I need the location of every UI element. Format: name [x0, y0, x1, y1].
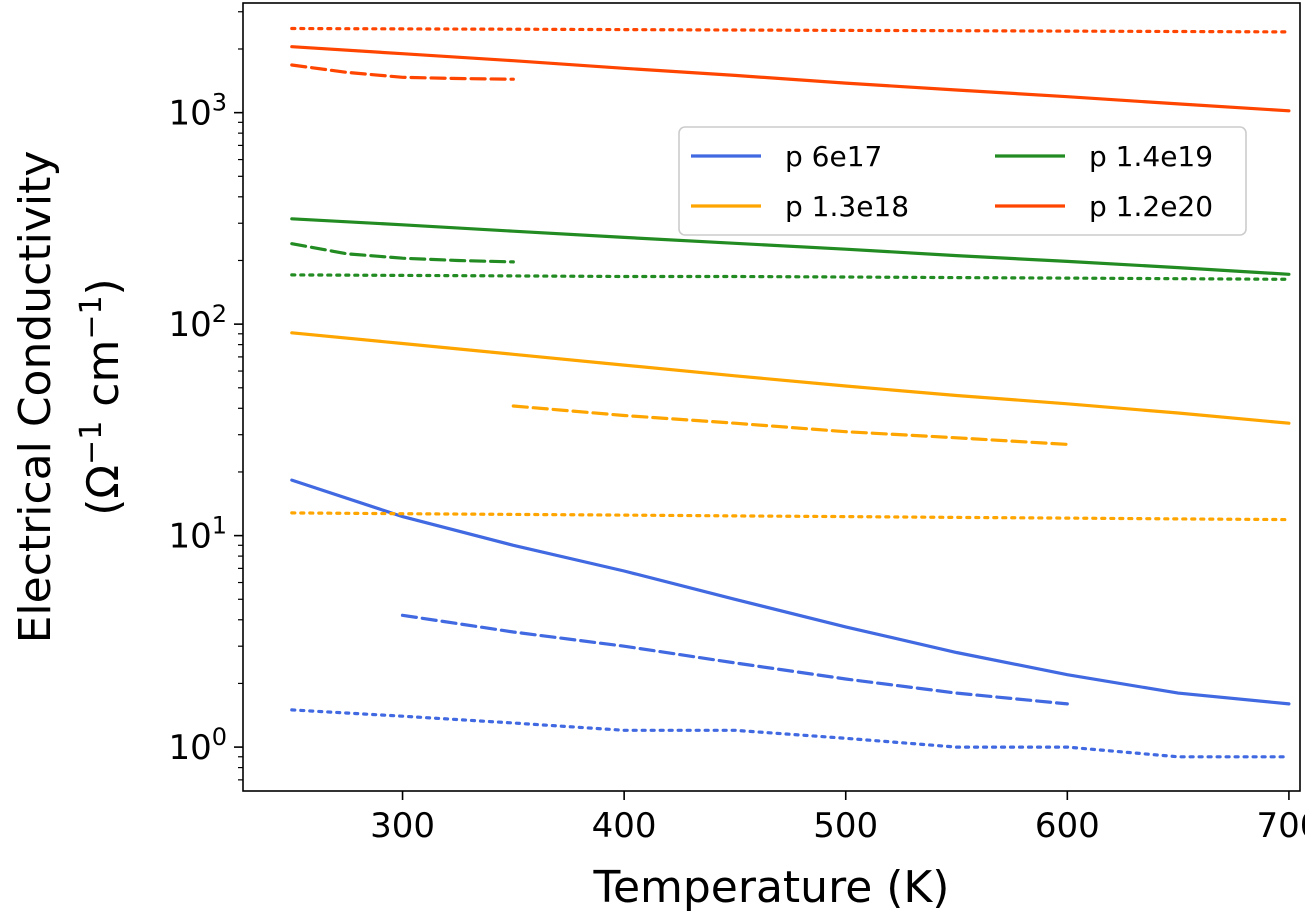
series-layer [290, 26, 1291, 759]
x-tick-label: 300 [370, 806, 435, 846]
y-axis-ticks: 100 101 102 103 [168, 11, 243, 781]
y-tick-label: 103 [168, 89, 227, 134]
series-line-4-dashed [511, 404, 1069, 446]
y-axis-unit-sup1: −1 [74, 421, 109, 465]
x-tick-label: 500 [813, 806, 878, 846]
series-line-3-solid [290, 331, 1291, 425]
legend: p 6e17 p 1.3e18 p 1.4e19 p 1.2e20 [678, 126, 1247, 236]
y-tick-label: 100 [168, 723, 227, 768]
y-tick-label: 102 [168, 300, 227, 345]
series-line-2-dotted [290, 708, 1291, 759]
y-axis-unit-cm: cm [78, 340, 129, 421]
x-axis-title: Temperature (K) [593, 862, 950, 913]
series-line-6-solid [290, 217, 1291, 276]
x-tick-label: 400 [592, 806, 657, 846]
series-line-9-solid [290, 45, 1291, 113]
x-tick-label: 700 [1256, 806, 1305, 846]
legend-label: p 1.3e18 [785, 190, 909, 223]
y-axis-title: Electrical Conductivity (Ω−1 cm−1) [10, 151, 129, 644]
series-line-5-dotted [290, 511, 1291, 522]
y-axis-unit-close: ) [78, 278, 129, 295]
y-tick-label: 101 [168, 512, 227, 557]
plot-frame [242, 2, 1301, 792]
series-line-7-dashed [290, 242, 515, 264]
x-axis-ticks: 300 400 500 600 700 [370, 791, 1305, 846]
series-line-10-dashed [290, 63, 515, 81]
series-line-1-dashed [400, 613, 1069, 706]
x-tick-label: 600 [1035, 806, 1100, 846]
series-line-8-dotted [290, 273, 1291, 281]
legend-label: p 1.2e20 [1089, 190, 1213, 223]
y-axis-title-line2: (Ω−1 cm−1) [74, 278, 130, 515]
legend-frame [678, 126, 1247, 236]
legend-label: p 1.4e19 [1089, 140, 1213, 173]
series-line-0-solid [290, 478, 1291, 706]
y-axis-title-line1: Electrical Conductivity [10, 151, 61, 644]
y-axis-unit-sup2: −1 [74, 295, 109, 339]
y-axis-unit-omega: (Ω [78, 465, 129, 516]
series-line-11-dotted [290, 26, 1291, 34]
legend-label: p 6e17 [785, 140, 882, 173]
